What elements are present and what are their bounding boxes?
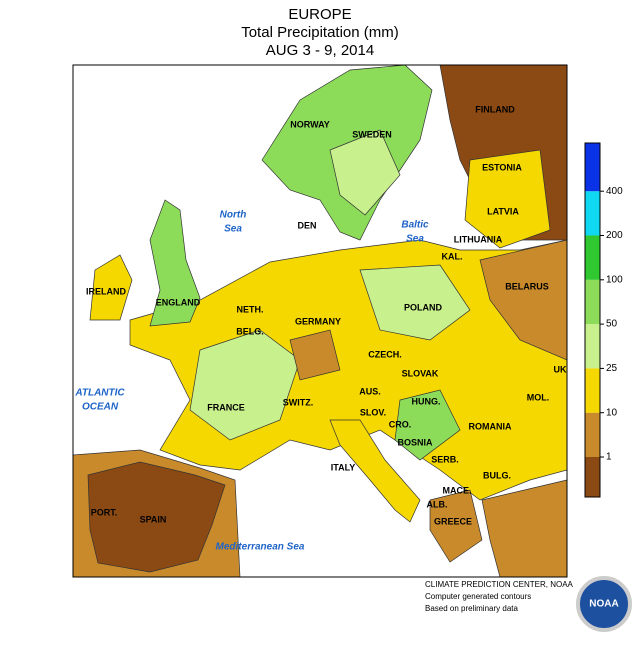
sea-label: Mediterranean Sea [216,542,305,553]
country-label: MOL. [527,392,550,402]
legend-swatch [585,324,600,369]
country-label: GREECE [434,516,472,526]
country-label: NETH. [237,304,264,314]
legend-label: 100 [606,274,623,285]
subtitle: Total Precipitation (mm) [241,24,399,41]
legend-label: 10 [606,407,618,418]
legend-label: 1 [606,452,612,463]
country-label: ITALY [331,462,356,472]
logo-text: NOAA [589,599,618,610]
country-label: BULG. [483,470,511,480]
country-label: AUS. [359,386,381,396]
sea-label: ATLANTIC [74,388,125,399]
country-label: SLOV. [360,407,386,417]
footer-line: Computer generated contours [425,592,531,601]
country-label: GERMANY [295,316,341,326]
legend-label: 25 [606,363,618,374]
country-label: ALB. [427,499,448,509]
country-label: ROMANIA [469,421,512,431]
legend: 1 10 25 50 100 200 400 [584,142,623,498]
sea-label: Sea [406,234,424,245]
country-label: SPAIN [140,514,167,524]
country-label: SWEDEN [352,129,392,139]
country-label: HUNG. [412,396,441,406]
country-label: SERB. [431,454,459,464]
legend-swatch [585,457,600,497]
legend-swatch [585,143,600,192]
legend-swatch [585,412,600,457]
country-label: CZECH. [368,349,402,359]
legend-swatch [585,235,600,280]
legend-swatch [585,368,600,413]
sea-label: OCEAN [82,402,119,413]
legend-frame [584,142,601,498]
sea-label: Sea [224,224,242,235]
country-label: LITHUANIA [454,234,503,244]
country-label: IRELAND [86,286,126,296]
country-label: MACE. [443,485,472,495]
legend-swatch [585,191,600,236]
country-label: BOSNIA [397,437,433,447]
footer-line: Based on preliminary data [425,604,518,613]
country-label: SWITZ. [283,397,314,407]
land [72,64,568,578]
country-label: PORT. [91,507,118,517]
country-label: KAL. [442,251,463,261]
footer-line: CLIMATE PREDICTION CENTER, NOAA [425,580,574,589]
noaa-logo [576,576,632,632]
title: EUROPE [288,6,351,23]
country-label: DEN [297,220,316,230]
country-label: UK [554,364,567,374]
dates: AUG 3 - 9, 2014 [266,42,374,59]
country-label: BELARUS [505,281,549,291]
country-label: FRANCE [207,402,245,412]
country-label: ENGLAND [156,297,201,307]
legend-label: 200 [606,230,623,241]
country-label: FINLAND [475,104,515,114]
country-label: SLOVAK [402,368,439,378]
sea-label: Baltic [401,220,429,231]
country-label: NORWAY [290,119,330,129]
country-label: LATVIA [487,206,519,216]
country-label: ESTONIA [482,162,522,172]
legend-label: 50 [606,319,618,330]
country-label: POLAND [404,302,443,312]
country-label: CRO. [389,419,412,429]
sea-label: North [220,210,247,221]
legend-swatch [585,279,600,325]
legend-label: 400 [606,186,623,197]
country-label: BELG. [236,326,264,336]
